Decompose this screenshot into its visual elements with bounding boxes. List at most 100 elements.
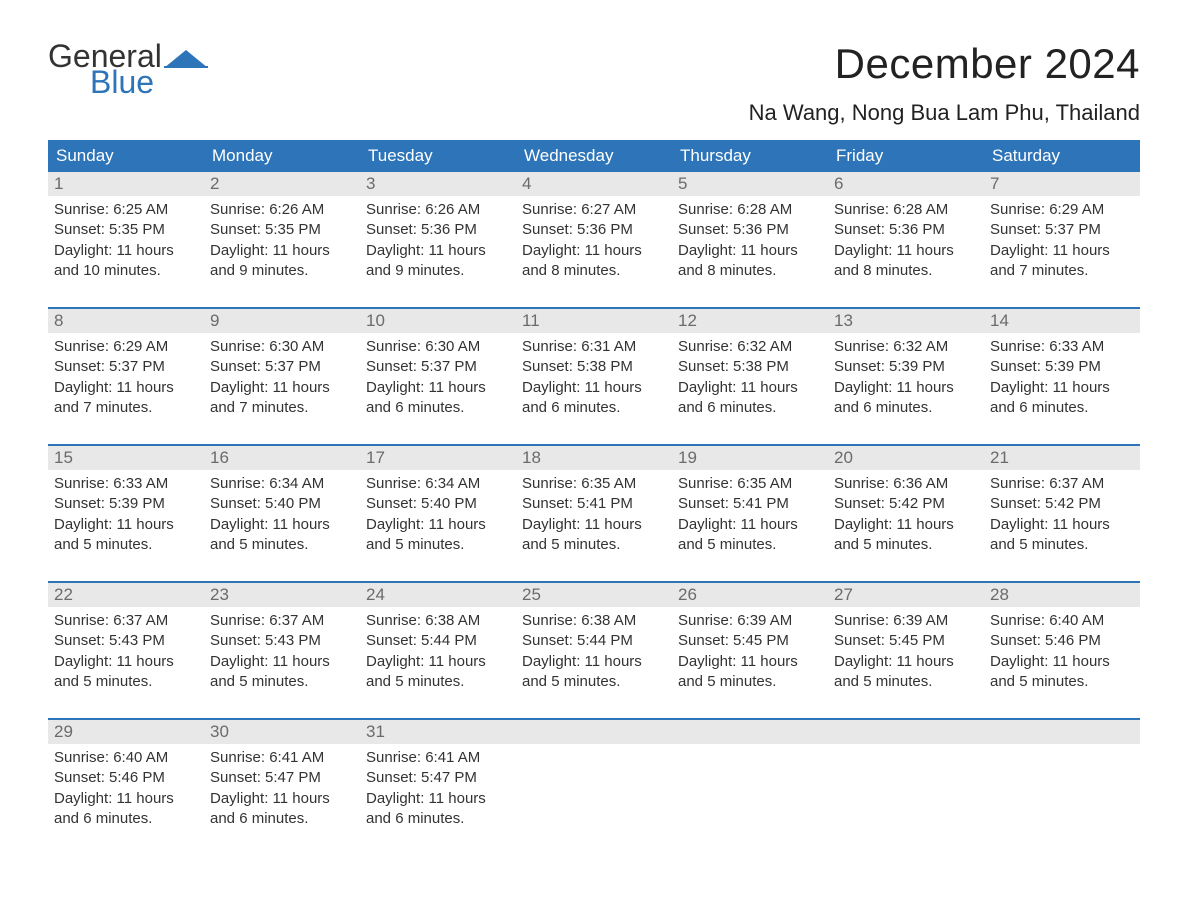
day-sunrise: Sunrise: 6:38 AM (366, 611, 510, 631)
day-details: Sunrise: 6:33 AMSunset: 5:39 PMDaylight:… (984, 333, 1140, 418)
calendar-day: 21Sunrise: 6:37 AMSunset: 5:42 PMDayligh… (984, 446, 1140, 555)
day-number (984, 720, 1140, 744)
day-daylight1: Daylight: 11 hours (366, 515, 510, 535)
calendar-day: 19Sunrise: 6:35 AMSunset: 5:41 PMDayligh… (672, 446, 828, 555)
day-sunset: Sunset: 5:38 PM (678, 357, 822, 377)
day-daylight2: and 8 minutes. (834, 261, 978, 281)
calendar-day: 27Sunrise: 6:39 AMSunset: 5:45 PMDayligh… (828, 583, 984, 692)
day-sunset: Sunset: 5:46 PM (54, 768, 198, 788)
day-number: 19 (672, 446, 828, 470)
calendar-day: 31Sunrise: 6:41 AMSunset: 5:47 PMDayligh… (360, 720, 516, 829)
day-number: 28 (984, 583, 1140, 607)
day-daylight2: and 7 minutes. (990, 261, 1134, 281)
day-sunset: Sunset: 5:44 PM (522, 631, 666, 651)
day-sunset: Sunset: 5:35 PM (210, 220, 354, 240)
day-sunrise: Sunrise: 6:29 AM (54, 337, 198, 357)
day-daylight2: and 5 minutes. (522, 672, 666, 692)
day-sunset: Sunset: 5:37 PM (54, 357, 198, 377)
calendar-day: 26Sunrise: 6:39 AMSunset: 5:45 PMDayligh… (672, 583, 828, 692)
day-details: Sunrise: 6:35 AMSunset: 5:41 PMDaylight:… (516, 470, 672, 555)
day-sunrise: Sunrise: 6:32 AM (834, 337, 978, 357)
calendar: Sunday Monday Tuesday Wednesday Thursday… (48, 140, 1140, 829)
day-sunset: Sunset: 5:37 PM (366, 357, 510, 377)
day-number: 29 (48, 720, 204, 744)
day-sunrise: Sunrise: 6:33 AM (990, 337, 1134, 357)
day-daylight1: Daylight: 11 hours (54, 378, 198, 398)
calendar-day (516, 720, 672, 829)
day-number: 4 (516, 172, 672, 196)
dow-tuesday: Tuesday (360, 140, 516, 172)
day-sunset: Sunset: 5:39 PM (54, 494, 198, 514)
day-details: Sunrise: 6:26 AMSunset: 5:35 PMDaylight:… (204, 196, 360, 281)
day-sunrise: Sunrise: 6:37 AM (210, 611, 354, 631)
day-daylight2: and 5 minutes. (54, 672, 198, 692)
day-number: 7 (984, 172, 1140, 196)
day-daylight2: and 5 minutes. (990, 672, 1134, 692)
day-number: 27 (828, 583, 984, 607)
day-daylight1: Daylight: 11 hours (366, 789, 510, 809)
calendar-day: 5Sunrise: 6:28 AMSunset: 5:36 PMDaylight… (672, 172, 828, 281)
day-daylight2: and 5 minutes. (210, 535, 354, 555)
day-daylight2: and 5 minutes. (366, 672, 510, 692)
day-details: Sunrise: 6:33 AMSunset: 5:39 PMDaylight:… (48, 470, 204, 555)
day-sunrise: Sunrise: 6:28 AM (834, 200, 978, 220)
day-daylight1: Daylight: 11 hours (54, 241, 198, 261)
calendar-day: 28Sunrise: 6:40 AMSunset: 5:46 PMDayligh… (984, 583, 1140, 692)
day-sunset: Sunset: 5:43 PM (210, 631, 354, 651)
day-number: 12 (672, 309, 828, 333)
day-daylight2: and 5 minutes. (678, 672, 822, 692)
day-sunrise: Sunrise: 6:37 AM (54, 611, 198, 631)
day-details: Sunrise: 6:37 AMSunset: 5:43 PMDaylight:… (48, 607, 204, 692)
day-daylight1: Daylight: 11 hours (366, 652, 510, 672)
day-number (516, 720, 672, 744)
day-details: Sunrise: 6:35 AMSunset: 5:41 PMDaylight:… (672, 470, 828, 555)
day-sunrise: Sunrise: 6:35 AM (678, 474, 822, 494)
day-daylight1: Daylight: 11 hours (834, 515, 978, 535)
day-daylight2: and 9 minutes. (366, 261, 510, 281)
day-sunset: Sunset: 5:40 PM (210, 494, 354, 514)
day-sunrise: Sunrise: 6:38 AM (522, 611, 666, 631)
day-daylight1: Daylight: 11 hours (522, 378, 666, 398)
day-details: Sunrise: 6:27 AMSunset: 5:36 PMDaylight:… (516, 196, 672, 281)
dow-friday: Friday (828, 140, 984, 172)
day-sunrise: Sunrise: 6:26 AM (366, 200, 510, 220)
day-details: Sunrise: 6:28 AMSunset: 5:36 PMDaylight:… (828, 196, 984, 281)
day-number: 16 (204, 446, 360, 470)
day-daylight2: and 6 minutes. (522, 398, 666, 418)
day-details: Sunrise: 6:34 AMSunset: 5:40 PMDaylight:… (204, 470, 360, 555)
day-sunset: Sunset: 5:39 PM (990, 357, 1134, 377)
day-daylight1: Daylight: 11 hours (990, 652, 1134, 672)
calendar-week: 1Sunrise: 6:25 AMSunset: 5:35 PMDaylight… (48, 172, 1140, 281)
day-daylight2: and 8 minutes. (522, 261, 666, 281)
day-number (672, 720, 828, 744)
day-details: Sunrise: 6:37 AMSunset: 5:42 PMDaylight:… (984, 470, 1140, 555)
day-details: Sunrise: 6:41 AMSunset: 5:47 PMDaylight:… (360, 744, 516, 829)
day-sunrise: Sunrise: 6:41 AM (366, 748, 510, 768)
day-sunset: Sunset: 5:36 PM (678, 220, 822, 240)
day-sunset: Sunset: 5:36 PM (834, 220, 978, 240)
day-daylight1: Daylight: 11 hours (990, 378, 1134, 398)
location-subtitle: Na Wang, Nong Bua Lam Phu, Thailand (749, 100, 1140, 126)
calendar-day: 18Sunrise: 6:35 AMSunset: 5:41 PMDayligh… (516, 446, 672, 555)
day-number: 18 (516, 446, 672, 470)
day-number: 21 (984, 446, 1140, 470)
day-daylight1: Daylight: 11 hours (210, 789, 354, 809)
day-daylight1: Daylight: 11 hours (366, 378, 510, 398)
day-number: 13 (828, 309, 984, 333)
day-daylight1: Daylight: 11 hours (54, 515, 198, 535)
day-details: Sunrise: 6:32 AMSunset: 5:38 PMDaylight:… (672, 333, 828, 418)
calendar-day: 29Sunrise: 6:40 AMSunset: 5:46 PMDayligh… (48, 720, 204, 829)
dow-thursday: Thursday (672, 140, 828, 172)
day-daylight1: Daylight: 11 hours (834, 241, 978, 261)
day-details: Sunrise: 6:29 AMSunset: 5:37 PMDaylight:… (984, 196, 1140, 281)
day-sunrise: Sunrise: 6:39 AM (834, 611, 978, 631)
day-of-week-header: Sunday Monday Tuesday Wednesday Thursday… (48, 140, 1140, 172)
day-sunset: Sunset: 5:37 PM (210, 357, 354, 377)
day-details: Sunrise: 6:30 AMSunset: 5:37 PMDaylight:… (204, 333, 360, 418)
day-details: Sunrise: 6:37 AMSunset: 5:43 PMDaylight:… (204, 607, 360, 692)
day-daylight2: and 7 minutes. (210, 398, 354, 418)
day-daylight1: Daylight: 11 hours (834, 378, 978, 398)
day-details: Sunrise: 6:39 AMSunset: 5:45 PMDaylight:… (672, 607, 828, 692)
day-sunrise: Sunrise: 6:30 AM (210, 337, 354, 357)
day-sunset: Sunset: 5:41 PM (678, 494, 822, 514)
